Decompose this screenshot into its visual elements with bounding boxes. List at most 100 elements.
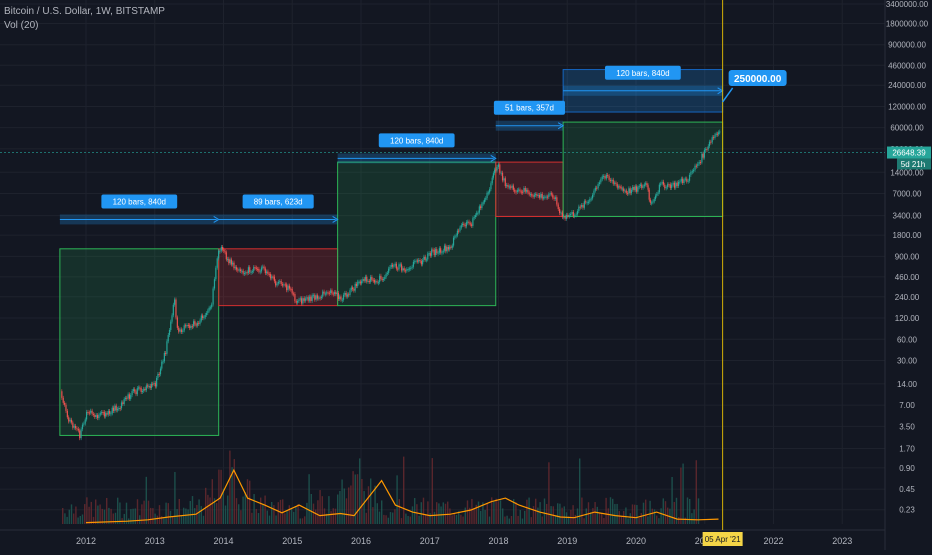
date-range-measure[interactable]: 51 bars, 357d <box>493 100 565 131</box>
candle-body <box>98 414 100 419</box>
candle-body <box>194 321 196 325</box>
candle-body <box>459 227 461 231</box>
volume-bar <box>264 495 266 524</box>
volume-bar <box>502 508 504 524</box>
volume-bar <box>684 517 686 524</box>
candle-body <box>165 352 167 354</box>
candle-body <box>482 202 484 204</box>
bear-cycle-zone[interactable] <box>218 248 339 307</box>
cycle-zones[interactable] <box>59 69 724 436</box>
candle-body <box>508 186 511 188</box>
candle-body <box>260 267 263 272</box>
candle-body <box>238 269 240 271</box>
date-range-measure[interactable]: 120 bars, 840d <box>563 65 724 96</box>
date-range-measure[interactable]: 120 bars, 840d <box>59 194 220 225</box>
volume-bar <box>295 506 297 524</box>
candle-body <box>156 377 158 387</box>
bear-cycle-zone[interactable] <box>495 161 564 218</box>
candle-body <box>684 178 687 180</box>
candle-body <box>230 259 233 265</box>
volume-indicator-label[interactable]: Vol (20) <box>4 20 39 31</box>
time-axis[interactable]: 2012201320142015201620172018201920202021… <box>76 532 852 546</box>
volume-bar <box>444 503 447 524</box>
volume-bar <box>365 512 367 524</box>
volume-bar <box>565 512 568 524</box>
candle-body <box>77 428 79 431</box>
candle-body <box>467 221 469 223</box>
candle-body <box>84 419 86 424</box>
candle-body <box>131 391 133 396</box>
candle-body <box>511 185 513 188</box>
candle-body <box>532 195 534 197</box>
bull-cycle-zone[interactable] <box>59 248 220 436</box>
date-range-measure[interactable]: 120 bars, 840d <box>337 133 497 164</box>
candle-body <box>62 397 64 403</box>
volume-bar <box>583 518 585 524</box>
candle-body <box>272 276 274 278</box>
candle-body <box>72 422 74 428</box>
y-tick-label: 120.00 <box>895 314 920 323</box>
volume-bar <box>242 496 244 524</box>
candle-body <box>330 290 332 293</box>
candle-body <box>593 190 595 195</box>
candle-body <box>412 261 415 267</box>
symbol-title[interactable]: Bitcoin / U.S. Dollar, 1W, BITSTAMP <box>4 6 165 17</box>
candle-body <box>185 325 187 327</box>
candle-body <box>211 304 213 308</box>
candle-body <box>209 307 212 309</box>
volume-bar <box>411 506 414 524</box>
volume-bar <box>418 515 420 524</box>
candle-body <box>251 271 253 273</box>
volume-bar <box>315 509 317 524</box>
candle-body <box>708 141 711 147</box>
candle-body <box>491 177 493 184</box>
volume-bar <box>141 504 143 524</box>
volume-bar <box>660 508 662 524</box>
candle-body <box>695 165 698 167</box>
candle-body <box>158 373 160 375</box>
candle-body <box>373 280 376 283</box>
candle-body <box>719 131 721 133</box>
y-tick-label: 7000.00 <box>893 189 922 198</box>
volume-bar <box>95 499 97 524</box>
candle-body <box>624 190 626 192</box>
candle-body <box>297 301 299 303</box>
candle-body <box>366 276 368 282</box>
candle-body <box>514 189 516 192</box>
candle-body <box>243 273 246 275</box>
volume-bar <box>596 506 598 524</box>
candle-body <box>190 326 192 329</box>
volume-bar <box>506 515 508 524</box>
current-price-tag[interactable] <box>887 146 931 159</box>
measure-arrowhead <box>490 154 497 162</box>
y-tick-label: 7.00 <box>899 401 915 410</box>
measure-tools[interactable]: 120 bars, 840d 89 bars, 623d 120 bars, 840… <box>59 65 724 225</box>
volume-bar <box>308 474 310 524</box>
price-axis[interactable]: 0.23 0.45 0.90 1.70 3.50 7.00 14.00 30.00 60.00 1… <box>886 0 931 515</box>
candle-body <box>388 268 390 273</box>
candle-body <box>648 189 650 200</box>
volume-bar <box>233 459 235 524</box>
candle-body <box>267 271 269 274</box>
candle-body <box>327 292 329 294</box>
candle-body <box>465 222 468 227</box>
candle-body <box>651 202 653 204</box>
volume-bar <box>528 497 530 524</box>
volume-bar <box>275 515 277 524</box>
y-tick-label: 60000.00 <box>890 124 924 133</box>
candle-body <box>585 201 587 203</box>
x-tick-label: 2022 <box>763 536 783 546</box>
date-range-measure[interactable]: 89 bars, 623d <box>218 194 339 225</box>
volume-bar <box>273 505 275 524</box>
volume-bar <box>363 491 365 524</box>
volume-bar <box>682 463 684 524</box>
candle-body <box>166 341 168 354</box>
candle-body <box>403 268 405 271</box>
volume-bar <box>475 504 477 524</box>
candle-body <box>571 211 573 215</box>
candle-body <box>83 423 85 425</box>
candle-body <box>554 197 557 199</box>
candle-body <box>642 186 644 188</box>
